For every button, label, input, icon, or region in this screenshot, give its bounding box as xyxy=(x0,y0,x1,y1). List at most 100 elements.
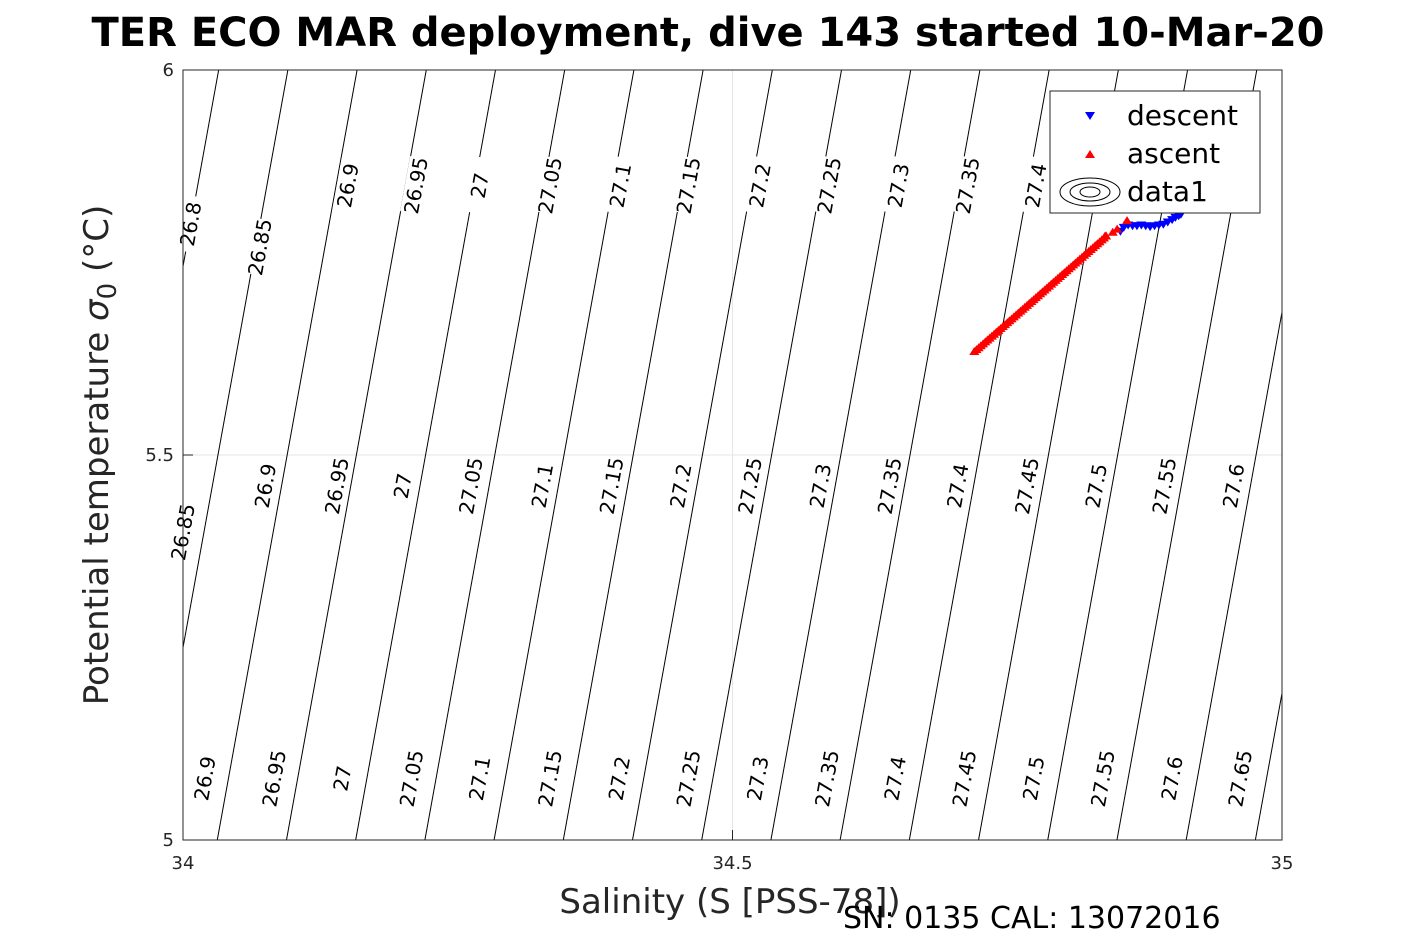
contour-label: 27.65 xyxy=(1223,748,1257,809)
contour-label-bg xyxy=(744,155,776,216)
contour-label: 27.05 xyxy=(533,155,567,216)
contour-label-bg xyxy=(534,748,566,808)
contour-label-bg xyxy=(813,155,846,216)
contour-label: 27.35 xyxy=(951,155,985,216)
contour-label: 27.15 xyxy=(672,155,706,216)
contour-label-bg xyxy=(244,217,276,277)
ascent-point xyxy=(1112,224,1123,233)
legend-ascent-marker xyxy=(1085,150,1095,158)
y-axis-label-sigma: σ xyxy=(77,298,117,321)
contour-label: 26.85 xyxy=(243,217,277,278)
legend: descent ascent data1 xyxy=(1049,90,1261,214)
ascent-point xyxy=(1101,231,1112,240)
contour-label-bg xyxy=(463,155,496,216)
contour-label-bg xyxy=(455,456,487,516)
chart-title: TER ECO MAR deployment, dive 143 started… xyxy=(91,10,1324,56)
contour-label-bg xyxy=(741,748,774,808)
contour-label: 26.95 xyxy=(399,155,433,216)
contour-label: 27.1 xyxy=(464,754,496,802)
x-tick-label: 34.5 xyxy=(712,853,752,874)
contour-label: 27.2 xyxy=(744,161,776,209)
contour-label-bg xyxy=(1156,748,1188,808)
y-tick-label: 5 xyxy=(163,830,174,851)
contour-label-bg xyxy=(249,456,282,516)
contour-label: 26.95 xyxy=(257,748,291,809)
y-axis-label-unit: (°C) xyxy=(77,205,117,283)
contour-label-bg xyxy=(948,748,981,808)
isopycnal-line xyxy=(183,70,289,651)
contour-label-bg xyxy=(1087,748,1119,808)
contour-label-bg xyxy=(321,456,353,516)
contour-label: 27.5 xyxy=(1080,462,1112,510)
y-tick-label: 5.5 xyxy=(145,445,174,466)
y-tick-label: 6 xyxy=(163,60,174,81)
contour-label: 27.1 xyxy=(605,161,637,209)
contour-label-bg xyxy=(1148,456,1181,516)
contour-label: 27.4 xyxy=(1020,161,1052,209)
contour-label-bg xyxy=(595,456,628,516)
contour-label-bg xyxy=(395,748,428,808)
contour-label-bg xyxy=(326,748,359,808)
contour-label-bg xyxy=(882,155,915,216)
contour-label: 27.15 xyxy=(533,748,567,809)
contour-label: 26.9 xyxy=(250,462,282,510)
contour-label: 27.05 xyxy=(454,455,488,516)
contour-label: 26.9 xyxy=(189,754,221,802)
contour-label-bg xyxy=(1080,456,1113,516)
contour-label-bg xyxy=(804,456,837,516)
x-tick-label: 35 xyxy=(1271,853,1294,874)
data-series xyxy=(969,210,1186,356)
isopycnal-line xyxy=(1254,690,1282,840)
contour-label: 27 xyxy=(328,764,356,793)
contour-label: 27.25 xyxy=(812,155,846,216)
serial-calibration-note: SN: 0135 CAL: 13072016 xyxy=(843,901,1221,936)
contour-label-bg xyxy=(672,155,705,216)
contour-label-bg xyxy=(951,155,984,216)
isopycnal-line xyxy=(1185,309,1282,840)
contour-label: 27.2 xyxy=(665,462,697,510)
contour-label: 27.05 xyxy=(395,748,429,809)
contour-label: 27.35 xyxy=(873,455,907,516)
contour-label-bg xyxy=(189,748,221,808)
contour-label-bg xyxy=(1019,155,1052,216)
contour-label-bg xyxy=(604,155,637,216)
contour-label-bg xyxy=(879,748,911,808)
contour-label-bg xyxy=(332,155,364,216)
contour-label: 27.4 xyxy=(879,754,911,802)
contour-label: 26.8 xyxy=(175,200,207,248)
y-axis-label: Potential temperature σ0 (°C) xyxy=(77,205,123,705)
contour-label: 27.3 xyxy=(742,754,774,802)
contour-label: 27 xyxy=(466,171,494,200)
contour-label-bg xyxy=(258,748,291,808)
contour-label-bg xyxy=(400,155,432,216)
contour-label: 27.6 xyxy=(1156,754,1188,802)
legend-box xyxy=(1049,90,1261,214)
contour-label: 27.2 xyxy=(604,754,636,802)
x-tick-label: 34 xyxy=(172,853,195,874)
contour-label-bg xyxy=(386,456,419,516)
contour-label-bg xyxy=(534,155,566,216)
contour-label-bg xyxy=(734,456,766,516)
contour-label: 27.5 xyxy=(1018,754,1050,802)
y-axis-label-sub: 0 xyxy=(93,283,123,300)
contour-label-bg xyxy=(463,748,496,808)
contour-labels: 26.8 26.85 26.9 26.95 27 27.05 27.1 27.15 27.2 27… xyxy=(166,155,1257,809)
isopycnal-line xyxy=(1394,70,1417,840)
isopycnal-line xyxy=(0,70,80,840)
contour-label-bg xyxy=(526,456,559,516)
axis-ticks: 34 34.5 35 5 5.5 6 xyxy=(145,60,1293,874)
isopycnal-line xyxy=(0,70,11,840)
contour-label: 27.45 xyxy=(947,748,981,809)
contour-label-bg xyxy=(1011,456,1043,516)
contour-label-bg xyxy=(603,748,636,808)
contour-label-bg xyxy=(1224,748,1257,808)
legend-descent-label: descent xyxy=(1127,99,1238,132)
legend-data1-marker xyxy=(1059,177,1121,207)
contour-label: 27.4 xyxy=(942,462,974,510)
x-axis-label: Salinity (S [PSS-78]) xyxy=(559,882,900,922)
contour-label: 27.35 xyxy=(810,748,844,809)
contour-label: 27 xyxy=(389,471,417,500)
isopycnal-line xyxy=(1325,70,1417,840)
legend-ascent-label: ascent xyxy=(1127,137,1220,170)
